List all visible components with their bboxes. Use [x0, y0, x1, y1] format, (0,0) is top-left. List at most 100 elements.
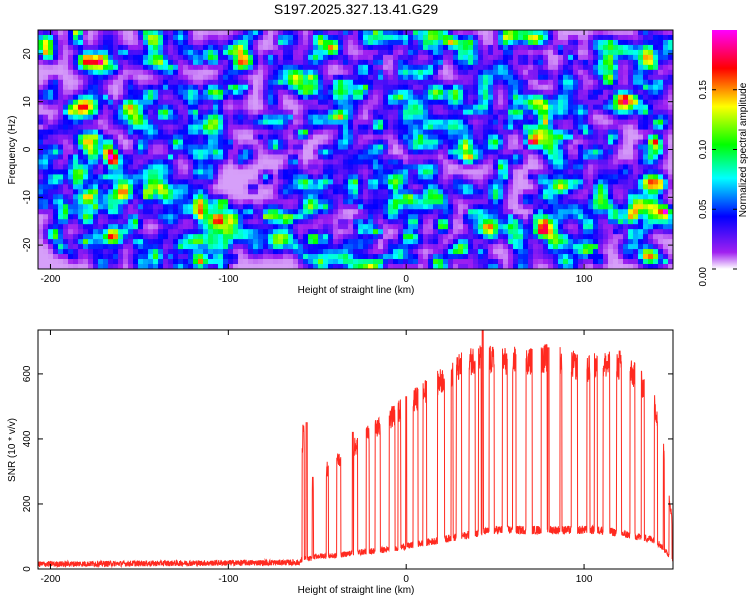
heatmap-cell	[203, 219, 209, 225]
heatmap-cell	[563, 219, 569, 225]
heatmap-cell	[268, 124, 274, 131]
heatmap-cell	[563, 54, 569, 61]
heatmap-cell	[133, 144, 139, 151]
heatmap-cell	[528, 30, 534, 36]
heatmap-cell	[608, 69, 614, 76]
heatmap-cell	[268, 204, 274, 210]
heatmap-cell	[603, 94, 609, 101]
heatmap-cell	[528, 179, 534, 185]
heatmap-cell	[568, 119, 574, 126]
heatmap-cell	[358, 69, 364, 76]
heatmap-cell	[668, 139, 673, 146]
heatmap-cell	[43, 144, 49, 151]
heatmap-cell	[343, 139, 349, 146]
heatmap-cell	[653, 134, 659, 141]
heatmap-cell	[663, 199, 669, 205]
heatmap-cell	[398, 74, 404, 81]
heatmap-cell	[58, 224, 64, 230]
heatmap-cell	[333, 49, 339, 56]
heatmap-cell	[508, 44, 514, 51]
heatmap-cell	[58, 89, 64, 96]
heatmap-cell	[248, 79, 254, 86]
heatmap-cell	[653, 174, 659, 180]
heatmap-cell	[208, 89, 214, 96]
heatmap-cell	[608, 189, 614, 195]
heatmap-cell	[128, 204, 134, 210]
heatmap-cell	[358, 149, 364, 156]
heatmap-cell	[393, 194, 399, 200]
heatmap-cell	[488, 159, 494, 166]
heatmap-cell	[168, 204, 174, 210]
heatmap-cell	[208, 224, 214, 230]
heatmap-cell	[583, 119, 589, 126]
heatmap-cell	[43, 159, 49, 166]
heatmap-cell	[328, 89, 334, 96]
heatmap-cell	[483, 179, 489, 185]
heatmap-cell	[663, 59, 669, 66]
heatmap-cell	[518, 174, 524, 180]
heatmap-cell	[83, 74, 89, 81]
heatmap-cell	[198, 129, 204, 136]
heatmap-cell	[353, 54, 359, 61]
heatmap-cell	[408, 54, 414, 61]
heatmap-cell	[533, 214, 539, 220]
heatmap-cell	[513, 94, 519, 101]
heatmap-cell	[333, 214, 339, 220]
heatmap-cell	[403, 219, 409, 225]
heatmap-cell	[448, 79, 454, 86]
heatmap-cell	[658, 179, 664, 185]
heatmap-cell	[323, 89, 329, 96]
heatmap-cell	[43, 79, 49, 86]
heatmap-cell	[243, 179, 249, 185]
heatmap-cell	[613, 49, 619, 56]
heatmap-cell	[48, 174, 54, 180]
heatmap-cell	[193, 144, 199, 151]
heatmap-cell	[248, 199, 254, 205]
heatmap-cell	[418, 44, 424, 51]
heatmap-cell	[618, 99, 624, 106]
heatmap-cell	[488, 104, 494, 111]
heatmap-cell	[488, 84, 494, 91]
heatmap-cell	[448, 99, 454, 106]
heatmap-cell	[138, 34, 144, 41]
heatmap-cell	[643, 74, 649, 81]
heatmap-cell	[488, 184, 494, 190]
heatmap-cell	[658, 154, 664, 161]
heatmap-cell	[303, 109, 309, 116]
heatmap-cell	[38, 89, 44, 96]
heatmap-cell	[443, 84, 449, 91]
heatmap-cell	[578, 99, 584, 106]
heatmap-cell	[618, 124, 624, 131]
heatmap-cell	[648, 189, 654, 195]
heatmap-cell	[243, 199, 249, 205]
heatmap-cell	[618, 144, 624, 151]
heatmap-cell	[218, 219, 224, 225]
heatmap-cell	[473, 84, 479, 91]
heatmap-cell	[563, 159, 569, 166]
heatmap-cell	[448, 169, 454, 175]
heatmap-cell	[273, 39, 279, 46]
heatmap-cell	[58, 139, 64, 146]
heatmap-cell	[303, 159, 309, 166]
heatmap-cell	[98, 99, 104, 106]
heatmap-cell	[468, 129, 474, 136]
heatmap-cell	[508, 89, 514, 96]
heatmap-cell	[73, 49, 79, 56]
heatmap-cell	[333, 124, 339, 131]
heatmap-cell	[498, 30, 504, 36]
heatmap-cell	[373, 39, 379, 46]
heatmap-cell	[518, 39, 524, 46]
heatmap-cell	[558, 34, 564, 41]
heatmap-cell	[643, 49, 649, 56]
heatmap-cell	[123, 114, 129, 121]
heatmap-cell	[283, 184, 289, 190]
heatmap-cell	[398, 199, 404, 205]
heatmap-cell	[288, 199, 294, 205]
heatmap-cell	[458, 134, 464, 141]
heatmap-cell	[53, 134, 59, 141]
heatmap-cell	[558, 219, 564, 225]
heatmap-cell	[343, 89, 349, 96]
heatmap-cell	[298, 69, 304, 76]
heatmap-cell	[188, 189, 194, 195]
heatmap-cell	[238, 124, 244, 131]
